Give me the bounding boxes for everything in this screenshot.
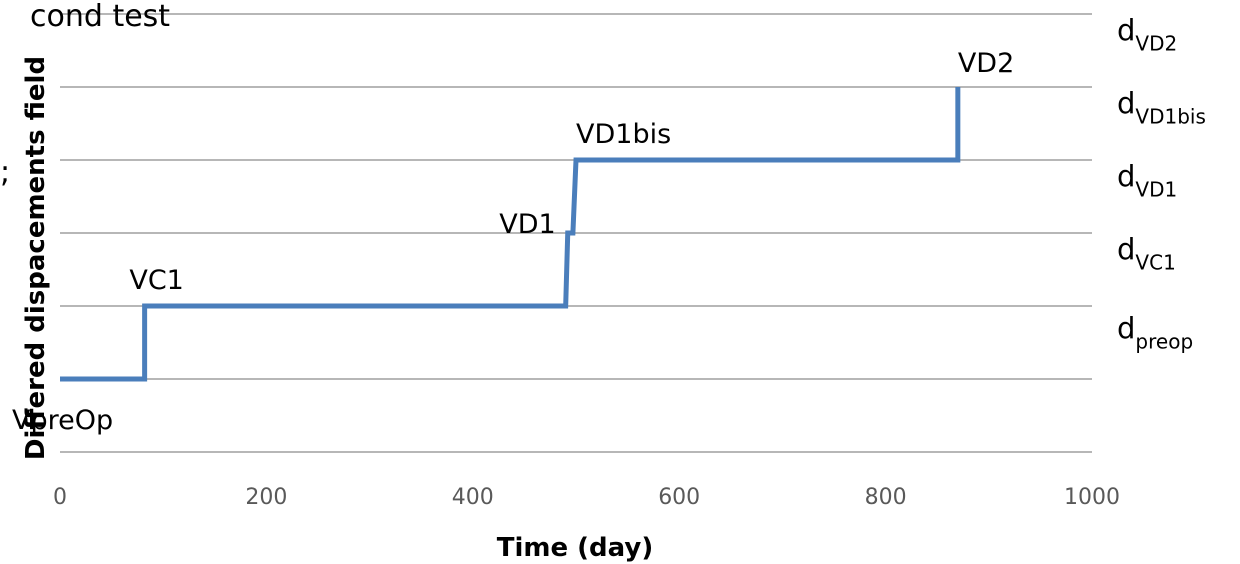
point-label: VD2: [958, 48, 1014, 79]
point-labels: VpreOp VC1 VD1 VD1bis VD2: [12, 48, 1014, 436]
gridlines: [60, 13, 1092, 453]
x-tick-label: 0: [53, 485, 67, 510]
point-label: VpreOp: [12, 405, 113, 436]
point-label: VC1: [129, 265, 184, 296]
right-labels: dVD2 dVD1bis dVD1 dVC1 dpreop: [1117, 14, 1206, 354]
x-tick-label: 600: [658, 485, 700, 510]
right-level-label: dVD1bis: [1117, 87, 1206, 129]
right-level-label: dVD2: [1117, 14, 1177, 56]
x-tick-labels: 0 200 400 600 800 1000: [53, 485, 1120, 510]
x-tick-label: 1000: [1064, 485, 1120, 510]
right-level-label: dpreop: [1117, 312, 1193, 354]
chart-title-fragment: cond test: [30, 0, 170, 34]
right-level-label: dVC1: [1117, 233, 1176, 275]
x-axis-title: Time (day): [497, 533, 654, 563]
right-level-label: dVD1: [1117, 160, 1177, 202]
point-label: VD1bis: [576, 119, 671, 150]
point-label: VD1: [499, 209, 555, 240]
y-axis-title: Differed dispacements field: [21, 56, 51, 460]
left-edge-mark: ;: [0, 155, 10, 190]
x-tick-label: 800: [865, 485, 907, 510]
x-tick-label: 400: [452, 485, 494, 510]
series-layer: [60, 87, 961, 382]
series-line: [60, 87, 961, 382]
x-tick-label: 200: [245, 485, 287, 510]
